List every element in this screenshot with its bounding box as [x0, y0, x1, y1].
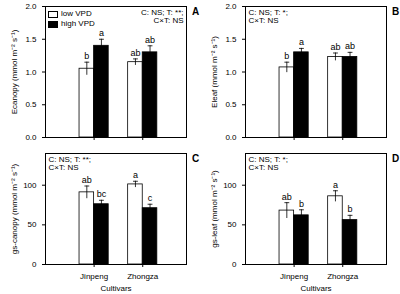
svg-text:0.5: 0.5	[225, 100, 237, 109]
svg-text:1.5: 1.5	[25, 35, 37, 44]
svg-text:Zhongza: Zhongza	[127, 272, 159, 281]
svg-text:a: a	[99, 28, 104, 38]
svg-text:a: a	[133, 170, 138, 180]
svg-text:1.0: 1.0	[25, 68, 37, 77]
svg-text:Jinpeng: Jinpeng	[280, 272, 308, 281]
svg-text:C: NS; T: *;C×T: NS: C: NS; T: *;C×T: NS	[249, 155, 288, 172]
svg-text:100: 100	[223, 181, 237, 190]
svg-text:c: c	[148, 193, 153, 203]
svg-text:2.0: 2.0	[25, 2, 37, 11]
svg-text:ab: ab	[282, 192, 292, 202]
svg-text:ab: ab	[330, 42, 340, 52]
svg-text:1.0: 1.0	[225, 68, 237, 77]
svg-text:ab: ab	[345, 41, 355, 51]
svg-text:D: D	[392, 153, 399, 164]
svg-text:0: 0	[232, 260, 237, 269]
html-text:low VPD: low VPD	[61, 9, 92, 18]
svg-text:A: A	[192, 6, 199, 17]
svg-text:0.5: 0.5	[25, 100, 37, 109]
svg-text:C: NS; T: **;C×T: NS: C: NS; T: **;C×T: NS	[49, 155, 92, 172]
svg-text:a: a	[333, 180, 338, 190]
svg-text:50: 50	[228, 220, 237, 229]
svg-text:100: 100	[23, 181, 37, 190]
svg-text:0.0: 0.0	[25, 133, 37, 142]
html-text:high VPD: high VPD	[61, 19, 95, 28]
svg-text:1.5: 1.5	[225, 35, 237, 44]
svg-text:C: NS; T: *;C×T: NS: C: NS; T: *;C×T: NS	[249, 8, 288, 25]
svg-text:b: b	[348, 204, 353, 214]
svg-text:a: a	[299, 37, 304, 47]
svg-text:gs-leaf (mmol m⁻² s⁻¹): gs-leaf (mmol m⁻² s⁻¹)	[210, 170, 219, 248]
svg-text:C: NS; T: **;C×T: NS: C: NS; T: **;C×T: NS	[141, 8, 184, 25]
svg-text:Ecanopy (mmol m⁻² s⁻¹): Ecanopy (mmol m⁻² s⁻¹)	[10, 29, 19, 114]
svg-text:Zhongza: Zhongza	[327, 272, 359, 281]
svg-text:0: 0	[32, 260, 37, 269]
svg-text:Cultivars: Cultivars	[300, 284, 331, 293]
svg-text:b: b	[84, 51, 89, 61]
svg-text:B: B	[392, 6, 399, 17]
svg-text:Cultivars: Cultivars	[100, 284, 131, 293]
svg-text:gs-canopy (mmol m⁻² s⁻¹): gs-canopy (mmol m⁻² s⁻¹)	[10, 163, 19, 254]
svg-text:2.0: 2.0	[225, 2, 237, 11]
svg-text:b: b	[284, 51, 289, 61]
svg-text:ab: ab	[145, 35, 155, 45]
svg-text:ab: ab	[82, 175, 92, 185]
svg-text:0.0: 0.0	[225, 133, 237, 142]
svg-text:ab: ab	[130, 48, 140, 58]
svg-text:50: 50	[28, 220, 37, 229]
svg-text:C: C	[192, 153, 199, 164]
svg-text:Jinpeng: Jinpeng	[80, 272, 108, 281]
svg-text:bc: bc	[97, 189, 107, 199]
svg-text:b: b	[299, 199, 304, 209]
svg-text:Eleaf (mmol m⁻² s⁻¹): Eleaf (mmol m⁻² s⁻¹)	[210, 36, 219, 108]
